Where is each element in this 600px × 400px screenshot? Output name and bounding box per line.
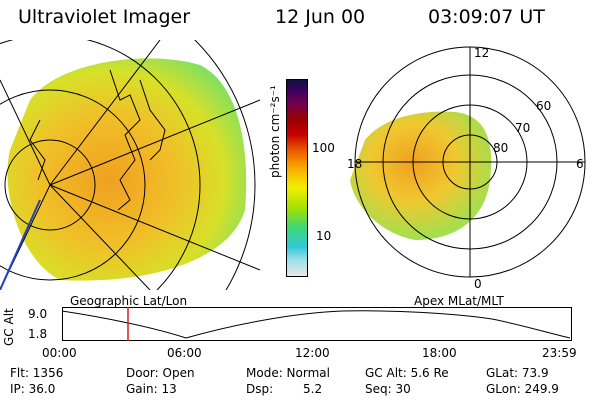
mlat-mlt-plot: 12 0 18 6 60 70 80 [347, 46, 586, 290]
xtick-1200: 12:00 [295, 346, 330, 360]
mode-value: Mode: Normal [246, 366, 330, 380]
lat-label-70: 70 [515, 121, 530, 135]
colorbar [286, 79, 308, 277]
gain-value: Gain: 13 [126, 382, 177, 396]
left-caption: Geographic Lat/Lon [70, 294, 188, 308]
xtick-0000: 00:00 [42, 346, 77, 360]
alt-ytick-9: 9.0 [28, 307, 48, 321]
alt-ylabel: GC Alt [2, 308, 16, 346]
xtick-2359: 23:59 [542, 346, 577, 360]
colorbar-tick-100: 100 [312, 141, 335, 155]
polar-grid [354, 46, 586, 278]
mlt-label-bottom: 0 [474, 277, 482, 290]
glon-value: GLon: 249.9 [486, 382, 559, 396]
coastline [109, 69, 141, 211]
door-status: Door: Open [126, 366, 195, 380]
mlt-label-top: 12 [474, 46, 489, 60]
flt-value: Flt: 1356 [10, 366, 64, 380]
seq-value: Seq: 30 [365, 382, 411, 396]
coastline [139, 79, 166, 161]
instrument-title: Ultraviolet Imager [18, 6, 191, 28]
geographic-image [0, 40, 260, 290]
date-label: 12 Jun 00 [275, 6, 366, 28]
aurora-region [7, 58, 247, 281]
colorbar-tick-10: 10 [316, 229, 332, 243]
ip-value: IP: 36.0 [10, 382, 56, 396]
lat-label-60: 60 [536, 99, 551, 113]
coastline [29, 119, 46, 181]
latlon-grid [0, 40, 260, 290]
altitude-plot [62, 307, 572, 341]
right-caption: Apex MLat/MLT [414, 294, 504, 308]
gc-alt-value: GC Alt: 5.6 Re [365, 366, 449, 380]
dsp-value: 5.2 [303, 382, 323, 396]
mlt-label-left: 18 [347, 157, 362, 171]
xtick-1800: 18:00 [422, 346, 457, 360]
mlt-label-right: 6 [576, 157, 584, 171]
alt-ytick-1: 1.8 [28, 327, 48, 341]
dsp-label: Dsp: [246, 382, 274, 396]
time-label: 03:09:07 UT [428, 6, 545, 28]
glat-value: GLat: 73.9 [486, 366, 549, 380]
terminator-line [0, 199, 41, 290]
lat-label-80: 80 [493, 141, 508, 155]
altitude-curve [62, 310, 571, 339]
xtick-0600: 06:00 [167, 346, 202, 360]
